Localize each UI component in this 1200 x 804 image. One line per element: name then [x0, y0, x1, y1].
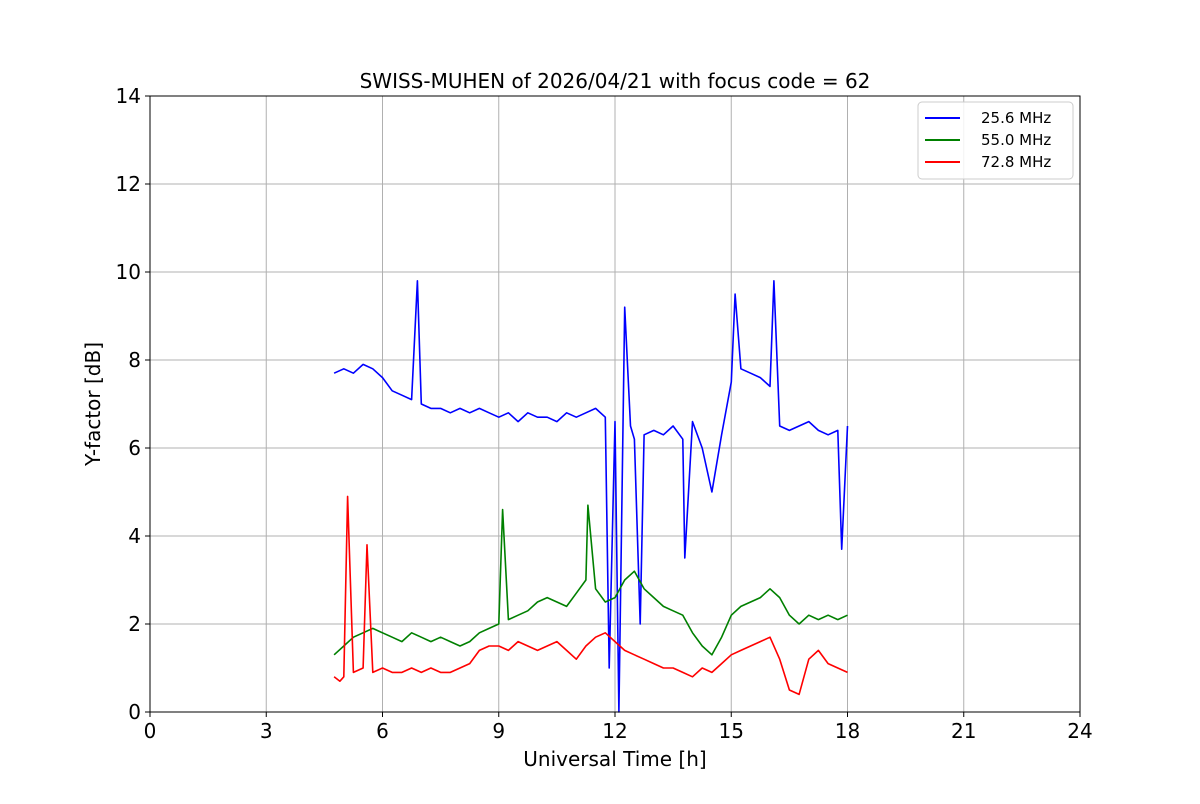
y-tick-label: 8 — [128, 348, 141, 372]
x-tick-label: 0 — [144, 719, 157, 743]
x-tick-label: 6 — [376, 719, 389, 743]
y-tick-label: 6 — [128, 436, 141, 460]
legend-box — [917, 101, 1074, 180]
legend-label-72-8: 72.8 MHz — [981, 153, 1051, 171]
x-tick-label: 3 — [260, 719, 273, 743]
y-tick-label: 2 — [128, 612, 141, 636]
series-line-55-0-mhz — [333, 504, 848, 656]
legend-label-55-0: 55.0 MHz — [981, 131, 1051, 149]
series-line-72-8-mhz — [333, 495, 848, 696]
x-tick-label: 15 — [719, 719, 744, 743]
x-tick-label: 12 — [602, 719, 627, 743]
y-tick-label: 0 — [128, 700, 141, 724]
x-axis-label: Universal Time [h] — [523, 747, 706, 771]
legend-label-25-6: 25.6 MHz — [981, 109, 1051, 127]
x-tick-label: 21 — [951, 719, 976, 743]
y-tick-label: 10 — [116, 260, 141, 284]
y-tick-label: 12 — [116, 172, 141, 196]
series-lines — [333, 279, 849, 713]
y-tick-label: 14 — [116, 84, 141, 108]
x-tick-label: 24 — [1067, 719, 1092, 743]
series-line-25-6-mhz — [333, 279, 849, 713]
chart-title: SWISS-MUHEN of 2026/04/21 with focus cod… — [360, 69, 871, 93]
y-tick-label: 4 — [128, 524, 141, 548]
grid — [149, 95, 1081, 713]
x-tick-label: 9 — [492, 719, 505, 743]
y-axis-label: Y-factor [dB] — [81, 342, 105, 467]
x-tick-label: 18 — [835, 719, 860, 743]
legend: 25.6 MHz 55.0 MHz 72.8 MHz — [917, 101, 1074, 180]
